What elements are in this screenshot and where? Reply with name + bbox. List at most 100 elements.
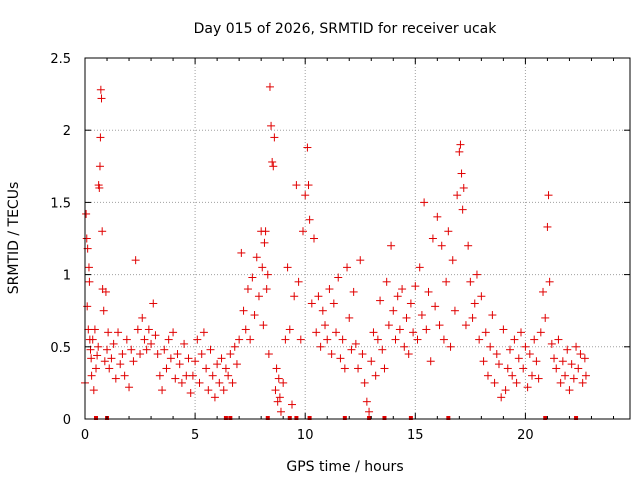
data-point <box>501 386 510 395</box>
data-point <box>279 378 288 387</box>
data-point <box>354 364 363 373</box>
data-point <box>446 342 455 351</box>
data-point <box>188 371 197 380</box>
data-point <box>343 263 352 272</box>
data-point <box>561 371 570 380</box>
axis-ticks <box>84 57 630 420</box>
data-point <box>356 256 365 265</box>
data-point <box>228 378 237 387</box>
data-point <box>259 321 268 330</box>
data-point <box>250 311 259 320</box>
data-point <box>580 354 589 363</box>
data-point <box>545 277 554 286</box>
data-point <box>142 345 151 354</box>
data-point <box>508 371 517 380</box>
y-tick-label: 0 <box>63 413 71 428</box>
data-point <box>235 335 244 344</box>
data-point <box>376 296 385 305</box>
data-point <box>312 328 321 337</box>
data-point <box>101 287 110 296</box>
data-point <box>261 227 270 236</box>
data-point <box>99 306 108 315</box>
data-point <box>149 299 158 308</box>
data-point <box>120 371 129 380</box>
data-point <box>296 335 305 344</box>
zero-point <box>307 416 312 420</box>
zero-point <box>367 416 372 420</box>
data-point <box>87 371 96 380</box>
data-point <box>241 325 250 334</box>
data-point <box>219 386 228 395</box>
data-point <box>321 321 330 330</box>
data-point <box>576 350 585 359</box>
data-point <box>103 345 112 354</box>
data-point <box>512 378 521 387</box>
data-point <box>125 383 134 392</box>
data-point <box>283 263 292 272</box>
data-point <box>544 191 553 200</box>
zero-point <box>543 416 548 420</box>
data-point <box>217 354 226 363</box>
data-point <box>503 364 512 373</box>
data-point <box>373 335 382 344</box>
data-point <box>260 238 269 247</box>
data-point <box>215 378 224 387</box>
data-point <box>327 350 336 359</box>
data-point <box>351 339 360 348</box>
data-point <box>382 277 391 286</box>
data-point <box>428 234 437 243</box>
data-point <box>243 285 252 294</box>
data-point <box>83 302 92 311</box>
data-point <box>347 345 356 354</box>
data-point <box>380 364 389 373</box>
data-point <box>483 371 492 380</box>
data-point <box>85 277 94 286</box>
data-point <box>411 282 420 291</box>
data-point <box>248 273 257 282</box>
data-point <box>398 285 407 294</box>
zero-point <box>408 416 413 420</box>
data-point <box>268 157 277 166</box>
x-axis-label: GPS time / hours <box>286 459 403 475</box>
data-point <box>519 364 528 373</box>
data-point <box>510 335 519 344</box>
data-point <box>210 393 219 402</box>
data-point <box>453 191 462 200</box>
data-point <box>281 335 290 344</box>
data-point <box>275 393 284 402</box>
data-point <box>578 378 587 387</box>
data-point <box>184 354 193 363</box>
data-point <box>301 191 310 200</box>
data-point <box>409 328 418 337</box>
data-point <box>262 285 271 294</box>
data-point <box>100 357 109 366</box>
x-tick-label: 0 <box>81 428 89 443</box>
data-point <box>87 354 96 363</box>
data-point <box>305 215 314 224</box>
zero-point <box>342 416 347 420</box>
data-point <box>437 241 446 250</box>
data-point <box>162 364 171 373</box>
y-tick-label: 1 <box>63 269 71 284</box>
y-tick-label: 0.5 <box>50 341 71 356</box>
data-point <box>470 299 479 308</box>
data-point <box>193 335 202 344</box>
zero-point <box>265 416 270 420</box>
data-point <box>147 339 156 348</box>
data-point <box>554 335 563 344</box>
data-point <box>338 335 347 344</box>
data-point <box>448 256 457 265</box>
data-point <box>456 140 465 149</box>
data-point <box>166 354 175 363</box>
data-point <box>433 212 442 221</box>
data-point <box>246 335 255 344</box>
data-point <box>138 313 147 322</box>
zero-point <box>94 416 99 420</box>
data-point <box>171 374 180 383</box>
data-point <box>267 121 276 130</box>
y-axis-label: SRMTID / TECUs <box>6 182 22 295</box>
data-point <box>164 335 173 344</box>
data-point <box>563 345 572 354</box>
data-point <box>82 234 91 243</box>
